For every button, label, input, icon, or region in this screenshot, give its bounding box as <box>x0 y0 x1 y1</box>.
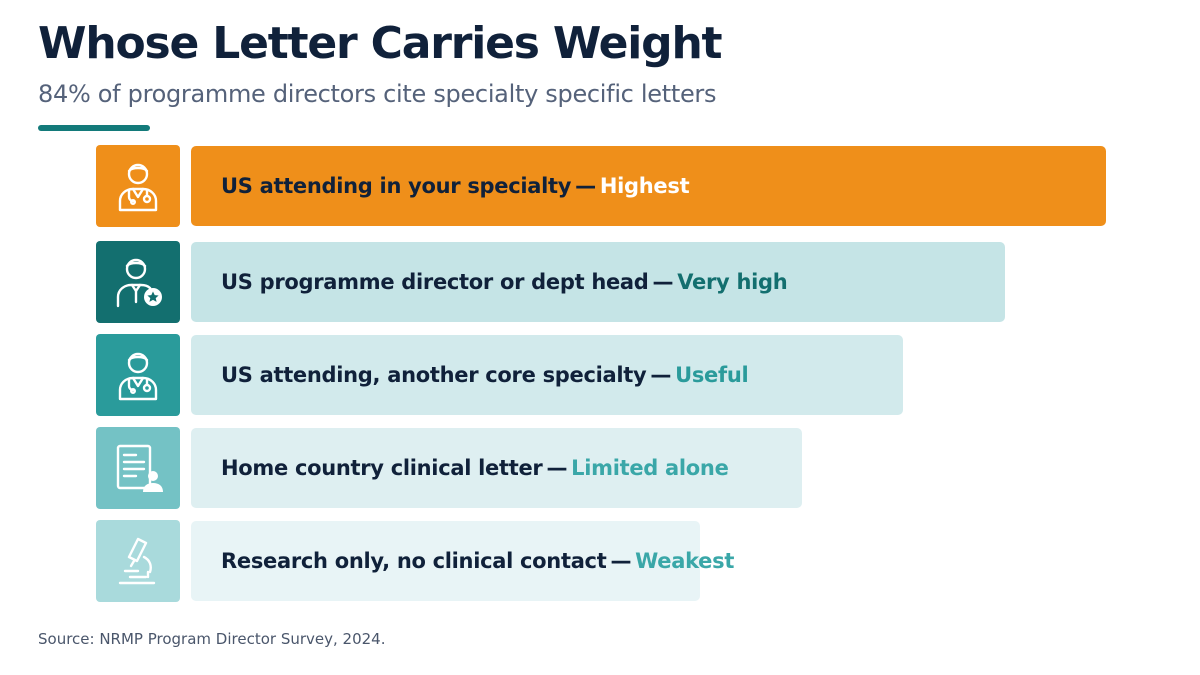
doctor-icon <box>96 145 180 227</box>
bar-rating-label: Limited alone <box>571 456 729 480</box>
bar: US attending, another core specialty — U… <box>191 335 903 415</box>
bar-separator: — <box>610 549 632 573</box>
bar-category-label: US attending in your specialty <box>221 174 572 198</box>
bar-separator: — <box>650 363 672 387</box>
bar-rating-label: Highest <box>599 174 690 198</box>
bar-row: Home country clinical letter — Limited a… <box>96 427 1116 509</box>
bar: Home country clinical letter — Limited a… <box>191 428 802 508</box>
bar-category-label: US attending, another core specialty <box>221 363 647 387</box>
bar: US attending in your specialty — Highest <box>191 146 1106 226</box>
microscope-icon <box>96 520 180 602</box>
document-person-icon <box>96 427 180 509</box>
bar-category-label: Home country clinical letter <box>221 456 543 480</box>
bar-rating-label: Very high <box>677 270 788 294</box>
director-star-icon <box>96 241 180 323</box>
bar-row: US attending, another core specialty — U… <box>96 334 1116 416</box>
bar-separator: — <box>575 174 596 198</box>
page-subtitle: 84% of programme directors cite specialt… <box>38 80 717 108</box>
bar-row: US programme director or dept head — Ver… <box>96 241 1116 323</box>
bar-row: Research only, no clinical contact — Wea… <box>96 520 1116 602</box>
doctor-icon <box>96 334 180 416</box>
bar: Research only, no clinical contact — Wea… <box>191 521 734 601</box>
bar-separator: — <box>652 270 674 294</box>
bar-row: US attending in your specialty — Highest <box>96 145 1116 227</box>
bar-rating-label: Useful <box>675 363 749 387</box>
accent-rule <box>38 125 150 131</box>
bar-rating-label: Weakest <box>635 549 735 573</box>
bar: US programme director or dept head — Ver… <box>191 242 1005 322</box>
page-title: Whose Letter Carries Weight <box>38 18 723 69</box>
bar-category-label: US programme director or dept head <box>221 270 649 294</box>
source-note: Source: NRMP Program Director Survey, 20… <box>38 630 386 648</box>
bar-category-label: Research only, no clinical contact <box>221 549 607 573</box>
bar-separator: — <box>546 456 568 480</box>
